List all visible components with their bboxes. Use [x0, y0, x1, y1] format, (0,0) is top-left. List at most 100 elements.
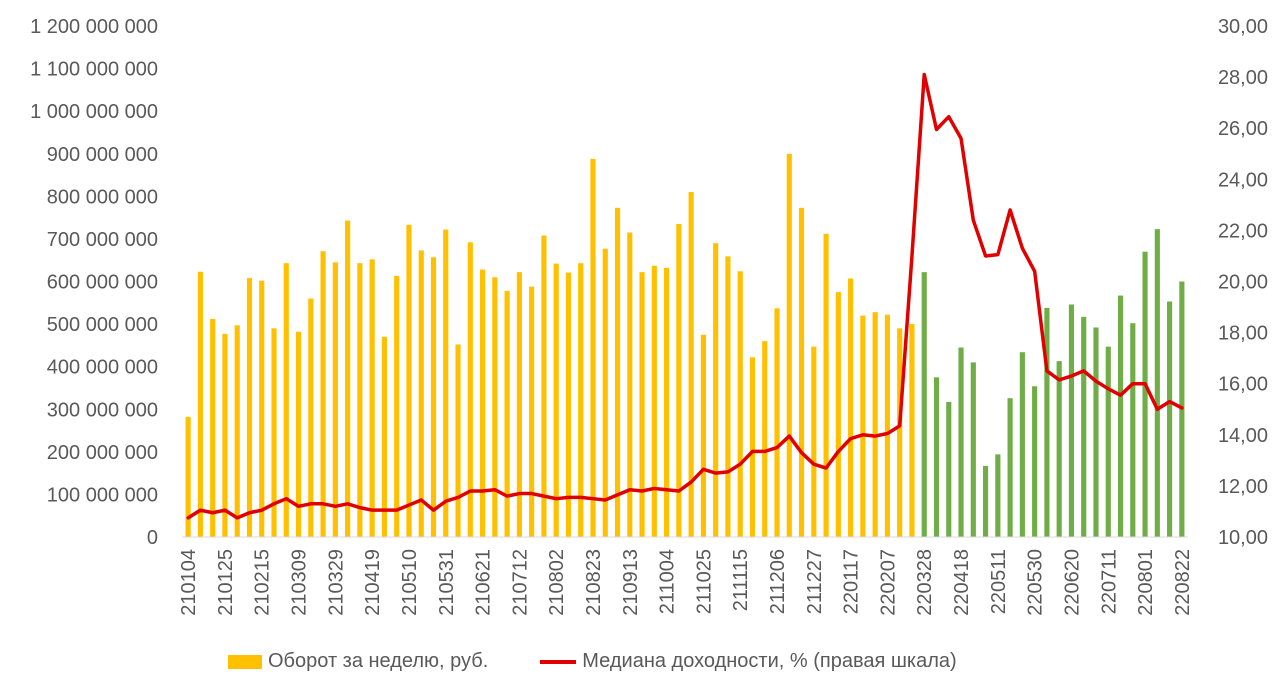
bar-210322 [320, 251, 326, 537]
bar-220103 [823, 233, 829, 537]
legend-label-turnover: Оборот за неделю, руб. [268, 650, 489, 672]
bar-210503 [394, 275, 400, 537]
left-tick-label: 900 000 000 [47, 144, 158, 166]
x-tick-label: 220620 [1062, 549, 1084, 616]
left-tick-label: 700 000 000 [47, 229, 158, 251]
bar-220516 [1007, 398, 1013, 537]
x-tick-label: 211115 [730, 549, 752, 611]
bar-210719 [529, 286, 535, 537]
x-tick-label: 220530 [1025, 549, 1047, 616]
median-yield-line [186, 72, 1184, 520]
x-tick-label: 210531 [436, 549, 458, 616]
bar-220606 [1044, 307, 1050, 537]
bar-220425 [970, 362, 976, 537]
left-tick-label: 200 000 000 [47, 442, 158, 464]
left-axis: 0 100 000 000 200 000 000 300 000 000 400 00… [30, 16, 158, 549]
bar-210315 [308, 298, 314, 537]
right-tick-label: 24,00 [1218, 169, 1268, 191]
bar-220328 [921, 272, 927, 537]
bar-211004 [664, 267, 670, 537]
bar-211101 [713, 243, 719, 537]
legend-swatch-median-yield [540, 659, 577, 664]
bar-210201 [234, 325, 240, 537]
bar-211115 [737, 271, 743, 537]
bar-220808 [1154, 229, 1160, 537]
right-tick-label: 28,00 [1218, 67, 1268, 89]
left-tick-label: 800 000 000 [47, 186, 158, 208]
x-tick-label: 220328 [914, 549, 936, 616]
x-tick-label: 211004 [657, 549, 679, 614]
bar-220124 [860, 315, 866, 537]
legend-item-turnover: Оборот за неделю, руб. [228, 650, 488, 673]
bar-220530 [1032, 386, 1038, 537]
bar-210913 [627, 232, 633, 537]
bar-210816 [578, 263, 584, 537]
bar-220718 [1117, 295, 1124, 537]
x-tick-label: 220117 [841, 549, 863, 614]
x-tick-label: 210712 [509, 549, 531, 616]
left-tick-label: 1 000 000 000 [30, 101, 158, 123]
bar-220418 [958, 347, 964, 537]
bar-210621 [480, 269, 486, 537]
bar-220620 [1068, 304, 1075, 537]
bar-220614 [1056, 361, 1062, 537]
x-tick-label: 210802 [546, 549, 568, 616]
x-tick-label: 220801 [1135, 549, 1157, 616]
bar-210118 [210, 318, 216, 537]
legend: Оборот за неделю, руб. Медиана доходност… [228, 650, 1009, 673]
x-tick-label: 220511 [988, 549, 1010, 614]
bar-series [185, 153, 1185, 538]
bar-220704 [1093, 327, 1099, 537]
x-tick-label: 210510 [399, 549, 421, 616]
x-tick-label: 210913 [620, 549, 642, 616]
bar-210906 [614, 207, 621, 537]
bar-211108 [725, 256, 731, 537]
bar-220411 [946, 402, 952, 537]
bar-210111 [197, 271, 203, 537]
bar-210628 [492, 277, 498, 537]
bar-210426 [381, 336, 387, 537]
bar-220504 [983, 465, 989, 537]
bar-210412 [357, 263, 363, 537]
right-tick-label: 12,00 [1218, 476, 1268, 498]
bar-210823 [590, 158, 596, 538]
bar-210208 [246, 278, 253, 537]
bar-220523 [1019, 352, 1025, 537]
bar-210531 [443, 229, 449, 538]
left-tick-label: 1 100 000 000 [30, 59, 158, 81]
x-tick-label: 220822 [1172, 549, 1194, 616]
legend-label-median-yield: Медиана доходности, % (правая шкала) [582, 650, 957, 672]
right-tick-label: 30,00 [1218, 16, 1268, 38]
bar-220404 [933, 377, 940, 537]
bar-210614 [467, 242, 473, 537]
bar-210830 [602, 248, 608, 537]
left-tick-label: 500 000 000 [47, 314, 158, 336]
bar-210517 [418, 250, 424, 537]
bar-211122 [749, 357, 756, 537]
bar-211220 [798, 207, 805, 537]
bar-220725 [1130, 323, 1136, 537]
bar-210809 [565, 272, 572, 537]
bar-210125 [222, 333, 228, 537]
x-tick-label: 210621 [473, 549, 495, 616]
x-tick-label: 210823 [583, 549, 605, 616]
bar-210920 [639, 272, 645, 537]
bar-210802 [553, 263, 559, 537]
legend-item-median-yield: Медиана доходности, % (правая шкала) [540, 650, 957, 673]
legend-swatch-turnover [228, 654, 262, 669]
x-tick-label: 220711 [1098, 549, 1120, 614]
right-tick-label: 16,00 [1218, 374, 1268, 396]
x-tick-label: 210104 [178, 549, 200, 616]
left-tick-label: 400 000 000 [47, 357, 158, 379]
bar-220627 [1081, 316, 1087, 537]
bar-211213 [786, 153, 792, 537]
x-tick-label: 210309 [289, 549, 311, 616]
right-tick-label: 22,00 [1218, 220, 1268, 242]
left-tick-label: 600 000 000 [47, 272, 158, 294]
bar-210222 [271, 328, 277, 537]
bar-210726 [541, 235, 547, 537]
x-tick-label: 220207 [877, 549, 899, 616]
right-tick-label: 14,00 [1218, 425, 1268, 447]
right-tick-label: 26,00 [1218, 118, 1268, 140]
